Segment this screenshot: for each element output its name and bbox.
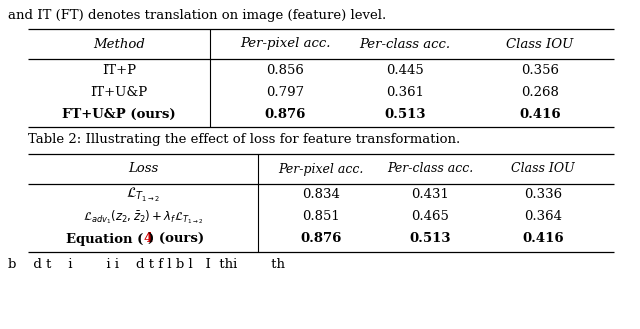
Text: 0.797: 0.797 [266, 86, 304, 98]
Text: 0.513: 0.513 [409, 233, 451, 245]
Text: 0.431: 0.431 [411, 189, 449, 201]
Text: IT+P: IT+P [102, 63, 136, 77]
Text: Table 2: Illustrating the effect of loss for feature transformation.: Table 2: Illustrating the effect of loss… [28, 134, 460, 146]
Text: Per-pixel acc.: Per-pixel acc. [240, 38, 330, 50]
Text: 0.834: 0.834 [302, 189, 340, 201]
Text: 0.465: 0.465 [411, 211, 449, 223]
Text: and IT (FT) denotes translation on image (feature) level.: and IT (FT) denotes translation on image… [8, 9, 387, 22]
Text: Class IOU: Class IOU [506, 38, 573, 50]
Text: 0.268: 0.268 [521, 86, 559, 98]
Text: 0.851: 0.851 [302, 211, 340, 223]
Text: 0.361: 0.361 [386, 86, 424, 98]
Text: 4: 4 [143, 233, 152, 245]
Text: 0.856: 0.856 [266, 63, 304, 77]
Text: 0.876: 0.876 [300, 233, 342, 245]
Text: 0.445: 0.445 [386, 63, 424, 77]
Text: Method: Method [93, 38, 145, 50]
Text: 0.364: 0.364 [524, 211, 562, 223]
Text: Per-pixel acc.: Per-pixel acc. [278, 163, 364, 175]
Text: Per-class acc.: Per-class acc. [360, 38, 451, 50]
Text: $\mathcal{L}_{adv_1}(z_2,\bar{z}_2)+\lambda_f\mathcal{L}_{T_{1\rightarrow2}}$: $\mathcal{L}_{adv_1}(z_2,\bar{z}_2)+\lam… [83, 208, 203, 226]
Text: ) (ours): ) (ours) [148, 233, 205, 245]
Text: b    d t    i        i i    d t f l b l   I  thi        th: b d t i i i d t f l b l I thi th [8, 258, 285, 271]
Text: 0.416: 0.416 [522, 233, 564, 245]
Text: FT+U&P (ours): FT+U&P (ours) [62, 108, 176, 120]
Text: 0.876: 0.876 [264, 108, 306, 120]
Text: 0.356: 0.356 [521, 63, 559, 77]
Text: IT+U&P: IT+U&P [90, 86, 148, 98]
Text: Equation (: Equation ( [66, 233, 143, 245]
Text: $\mathcal{L}_{T_{1\rightarrow2}}$: $\mathcal{L}_{T_{1\rightarrow2}}$ [126, 186, 160, 204]
Text: 0.513: 0.513 [384, 108, 426, 120]
Text: 0.336: 0.336 [524, 189, 562, 201]
Text: Per-class acc.: Per-class acc. [387, 163, 473, 175]
Text: 0.416: 0.416 [519, 108, 561, 120]
Text: Loss: Loss [128, 163, 158, 175]
Text: Class IOU: Class IOU [511, 163, 575, 175]
